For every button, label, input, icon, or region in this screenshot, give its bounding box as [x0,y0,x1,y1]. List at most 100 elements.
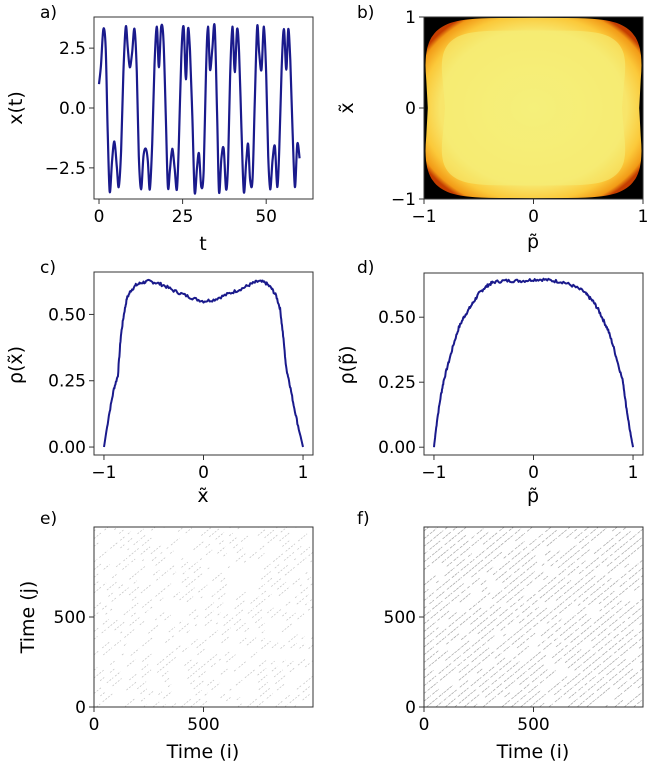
recurrence-segment [520,574,531,584]
recurrence-segment [297,546,302,550]
recurrence-segment [424,639,434,648]
recurrence-segment [280,644,285,649]
recurrence-segment [561,676,568,682]
recurrence-segment [446,641,450,645]
recurrence-segment [235,608,245,616]
recurrence-segment [526,637,530,641]
recurrence-segment [129,616,141,626]
recurrence-segment [236,547,244,554]
recurrence-segment [478,647,490,657]
recurrence-segment [188,561,198,570]
recurrence-segment [637,653,643,658]
recurrence-segment [585,564,591,569]
recurrence-segment [431,546,443,556]
recurrence-segment [467,553,473,557]
recurrence-segment [518,618,526,624]
recurrence-segment [267,534,279,544]
recurrence-segment [545,527,552,533]
recurrence-segment [628,567,634,573]
recurrence-segment [567,602,573,607]
recurrence-segment [547,554,556,562]
recurrence-segment [639,668,643,671]
recurrence-segment [299,643,306,649]
recurrence-segment [218,657,223,661]
recurrence-segment [463,611,467,615]
recurrence-segment [435,626,440,630]
recurrence-segment [436,580,439,584]
recurrence-segment [432,621,436,626]
recurrence-segment [617,642,627,651]
recurrence-segment [148,624,159,634]
recurrence-segment [504,585,509,590]
recurrence-segment [639,613,643,618]
recurrence-segment [538,651,542,654]
recurrence-segment [436,640,442,645]
recurrence-segment [258,583,265,590]
recurrence-segment [482,642,487,646]
recurrence-segment [442,579,451,586]
recurrence-segment [161,570,169,577]
recurrence-segment [474,559,484,567]
recurrence-segment [150,544,163,555]
recurrence-segment [433,530,444,539]
recurrence-segment [218,592,226,600]
recurrence-segment [193,614,200,620]
y-tick-label: 2.5 [59,39,86,59]
recurrence-segment [499,527,505,532]
recurrence-segment [563,684,567,688]
recurrence-segment [606,561,613,567]
recurrence-segment [123,643,128,646]
recurrence-segment [597,627,608,637]
recurrence-segment [482,654,491,662]
recurrence-segment [616,607,623,614]
recurrence-segment [204,610,214,619]
recurrence-segment [548,703,553,707]
recurrence-segment [604,639,612,646]
recurrence-segment [606,614,615,621]
recurrence-segment [271,642,279,649]
recurrence-segment [488,666,496,672]
recurrence-segment [609,590,615,595]
recurrence-segment [282,539,291,547]
recurrence-segment [526,660,530,664]
recurrence-segment [236,622,246,631]
recurrence-segment [472,607,482,615]
recurrence-segment [530,571,535,575]
recurrence-segment [623,626,628,630]
x-tick-label: 1 [298,463,309,483]
recurrence-segment [297,533,308,542]
recurrence-segment [534,690,541,696]
recurrence-segment [94,563,102,570]
recurrence-segment [599,608,603,612]
recurrence-segment [487,617,498,627]
recurrence-segment [607,686,611,690]
recurrence-segment [435,701,443,707]
recurrence-segment [239,637,247,644]
recurrence-segment [130,648,140,656]
recurrence-segment [171,634,175,638]
recurrence-segment [453,556,459,561]
recurrence-segment [271,608,282,618]
recurrence-segment [210,662,217,668]
recurrence-segment [435,650,440,653]
recurrence-segment [133,580,138,584]
recurrence-segment [492,688,497,692]
recurrence-segment [531,543,542,552]
recurrence-segment [165,638,171,643]
recurrence-segment [148,690,155,696]
recurrence-segment [502,659,513,668]
recurrence-segment [574,528,578,532]
recurrence-segment [458,673,468,681]
recurrence-segment [584,583,596,593]
recurrence-segment [478,662,481,665]
recurrence-segment [277,581,287,590]
recurrence-segment [620,649,629,657]
recurrence-segment [567,561,575,568]
heatmap-density-core [441,30,626,186]
recurrence-segment [509,601,517,608]
recurrence-segment [199,557,204,561]
recurrence-segment [444,698,456,707]
recurrence-segment [590,557,600,565]
ylabel-b: x̃ [336,102,358,113]
recurrence-segment [536,607,548,617]
